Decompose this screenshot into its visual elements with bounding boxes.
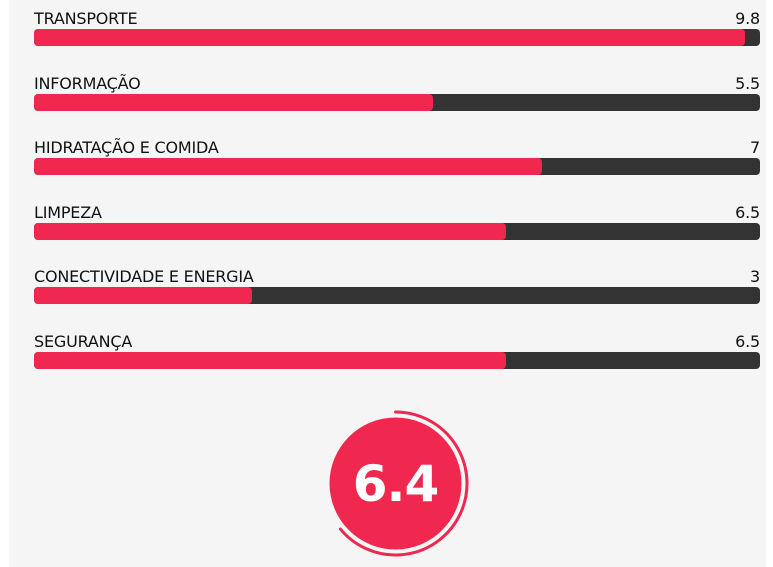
rating-bar-track <box>34 158 760 176</box>
rating-category-label: HIDRATAÇÃO E COMIDA <box>34 138 219 158</box>
rating-bar-track <box>34 351 760 369</box>
rating-bar-fill <box>34 222 506 240</box>
rating-row-header: HIDRATAÇÃO E COMIDA 7 <box>34 135 760 157</box>
rating-category-label: LIMPEZA <box>34 202 102 222</box>
rating-bar-track <box>34 222 760 240</box>
ratings-panel: TRANSPORTE 9.8 INFORMAÇÃO 5.5 HIDRATAÇÃO E C… <box>9 0 766 567</box>
rating-bar-fill <box>34 93 434 111</box>
rating-bar-track <box>34 29 760 46</box>
overall-score-value: 6.4 <box>352 454 440 513</box>
rating-row-header: INFORMAÇÃO 5.5 <box>34 71 760 93</box>
rating-row-header: TRANSPORTE 9.8 <box>34 6 760 28</box>
rating-bar-fill <box>34 287 252 305</box>
rating-row: SEGURANÇA 6.5 <box>34 329 760 394</box>
overall-score-badge: 6.4 <box>322 410 469 557</box>
ratings-chart: TRANSPORTE 9.8 INFORMAÇÃO 5.5 HIDRATAÇÃO E C… <box>34 6 760 394</box>
rating-value-label: 5.5 <box>735 73 760 93</box>
rating-bar-track <box>34 93 760 111</box>
rating-row: CONECTIVIDADE E ENERGIA 3 <box>34 264 760 329</box>
rating-value-label: 6.5 <box>735 331 760 351</box>
rating-bar-track <box>34 287 760 305</box>
rating-bar-fill <box>34 158 543 176</box>
rating-value-label: 7 <box>750 138 760 158</box>
rating-category-label: TRANSPORTE <box>34 9 138 28</box>
rating-row: HIDRATAÇÃO E COMIDA 7 <box>34 135 760 200</box>
rating-category-label: INFORMAÇÃO <box>34 73 141 93</box>
rating-row: INFORMAÇÃO 5.5 <box>34 71 760 136</box>
rating-value-label: 9.8 <box>735 9 760 28</box>
rating-value-label: 6.5 <box>735 202 760 222</box>
rating-row-header: SEGURANÇA 6.5 <box>34 329 760 351</box>
rating-bar-fill <box>34 351 506 369</box>
score-ring <box>329 410 469 557</box>
rating-value-label: 3 <box>750 267 760 287</box>
rating-category-label: SEGURANÇA <box>34 331 133 351</box>
score-progress-arc <box>338 410 469 557</box>
score-circle <box>329 417 462 550</box>
rating-row-header: CONECTIVIDADE E ENERGIA 3 <box>34 264 760 286</box>
rating-category-label: CONECTIVIDADE E ENERGIA <box>34 267 254 287</box>
rating-bar-fill <box>34 29 746 46</box>
rating-row: TRANSPORTE 9.8 <box>34 6 760 71</box>
rating-row-header: LIMPEZA 6.5 <box>34 200 760 222</box>
rating-row: LIMPEZA 6.5 <box>34 200 760 265</box>
